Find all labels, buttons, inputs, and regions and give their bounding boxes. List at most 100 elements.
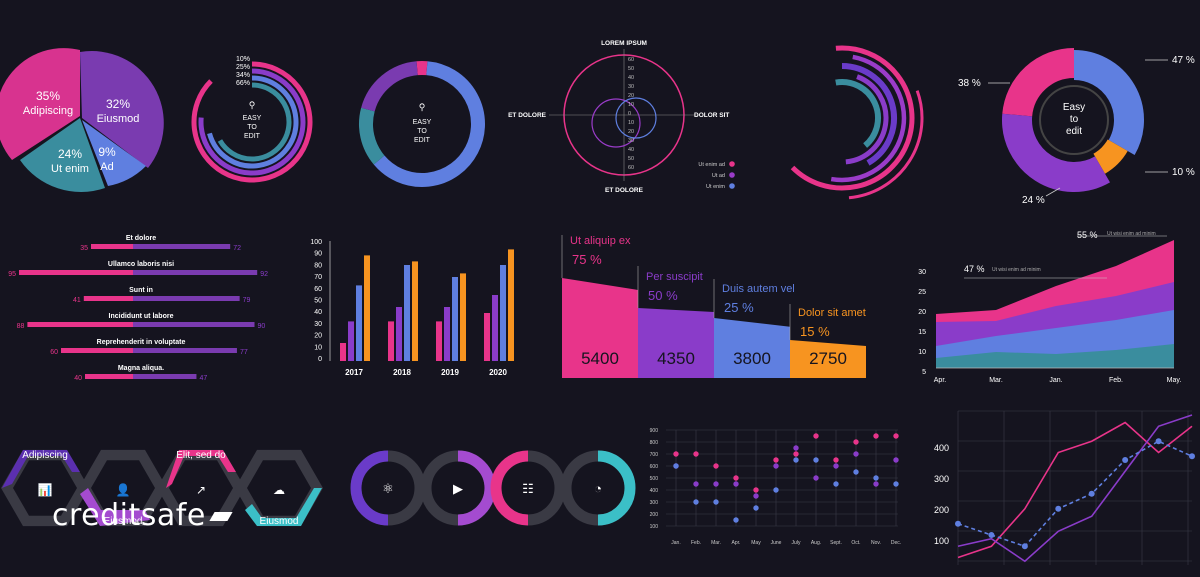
hbar-right [133,244,231,249]
polar-tick: 30 [628,84,634,90]
speedometer-icon: ◔ [594,481,602,496]
stack-annot-pct-1: 55 % [1077,230,1098,240]
stack-annot-text-2: Ut wisi enim ad minim [992,267,1041,273]
donut3-center-text: Easy [1063,102,1085,113]
radial-legend: 66% [236,80,250,87]
hbar-label: Incididunt ut labore [109,313,174,320]
line-point [1021,543,1028,550]
donut3-segment [1002,48,1075,118]
step-value: 5400 [581,349,619,368]
hex-inner [247,460,311,516]
step-title: Ut aliquip ex [570,235,631,247]
vbar-ytick: 40 [314,309,322,316]
hbar-label: Ullamco laboris nisi [108,261,174,268]
polar-tick: 20 [628,129,634,135]
hbar-left [27,322,133,327]
trend-icon: ↗ [196,483,206,497]
pie-label: Ut enim [51,163,89,175]
vbar [500,265,506,361]
hbar-right [133,348,237,353]
stack-ytick: 5 [922,369,926,376]
scatter-xtick: Oct. [851,540,860,546]
line-ytick: 400 [934,443,949,453]
vbar [348,321,354,361]
hbar-right [133,296,240,301]
line-point [988,532,995,538]
scatter-point [713,481,719,487]
donut2-center-text: EDIT [414,137,431,144]
concentric-arc [790,45,915,191]
pie-pct: 35% [36,89,60,103]
scatter-ytick: 200 [650,512,659,518]
scatter-xtick: June [771,540,782,546]
scatter-ytick: 900 [650,428,659,434]
line-point [955,520,961,527]
ring-segment [490,450,529,526]
vbar [484,313,490,361]
radial-arc [217,82,292,162]
line-point [1122,457,1129,463]
polar-tick: 40 [628,75,634,81]
polar-chart: LOREM IPSUM ET DOLORE DOLOR SIT ET DOLORE 60… [508,40,735,194]
play-cycle-icon: ▶ [453,481,463,496]
stack-xtick: Feb. [1109,377,1123,384]
vbar [404,265,410,361]
scatter-point [693,481,699,487]
scatter-point [873,475,879,481]
scatter-xtick: Sept. [830,540,842,546]
hex-band-2 [80,488,150,526]
vbar [460,273,466,361]
scatter-ytick: 500 [650,476,659,482]
scatter-point [753,505,759,511]
vbar [388,321,394,361]
pie-chart-svg: 35% Adipiscing 32% Eiusmod 9% Ad 24% Ut enim [0,48,164,193]
hbar-left [91,244,133,249]
step-value: 4350 [657,349,695,368]
radial-progress-chart: 10%25%34%66% ⚲ EASY TO EDIT [191,56,313,183]
scatter-xtick: Mar. [711,540,721,546]
vbar-ytick: 30 [314,321,322,328]
stacked-area-chart: 30 25 20 15 10 5 Apr. Mar. Jan. Feb. May. 55 % Ut wi… [918,230,1181,384]
donut3-label-b: 24 % [1022,195,1045,206]
scatter-ytick: 100 [650,524,659,530]
polar-tick: 30 [628,138,634,144]
scatter-xtick: Nov. [871,540,881,546]
scatter-point [893,481,899,487]
hbar-right-value: 47 [199,375,207,382]
vbar [452,277,458,361]
concentric-arc [835,79,881,148]
polar-legend-dot [729,172,735,178]
donut3-label-r: 10 % [1172,167,1195,178]
hbar-label: Reprehenderit in voluptate [97,339,186,346]
vbar [444,307,450,361]
vbar [412,261,418,361]
scatter-point [853,451,859,457]
scatter-point [793,457,799,463]
concentric-arc [845,74,889,165]
radial-legend: 25% [236,64,250,71]
scatter-xtick: Jan. [671,540,680,546]
atom-icon: ⚛ [382,481,394,496]
line-chart: 400 300 200 100 [934,410,1195,565]
settings-list-icon: ☷ [522,481,534,496]
vbar [492,295,498,361]
scatter-point [853,439,859,445]
donut2-icon: ⚲ [419,102,426,112]
donut2-segment [361,61,419,112]
hbar-right-value: 90 [258,323,266,330]
step-area [638,308,714,378]
hbar-left-value: 35 [80,245,88,252]
polar-tick: 40 [628,147,634,153]
polar-tick: 50 [628,156,634,162]
donut3-center-text: edit [1066,126,1082,137]
scatter-point [673,451,679,457]
scatter-point [793,445,799,451]
stack-area-layer [936,344,1174,368]
step-area [714,318,790,378]
stack-ytick: 25 [918,289,926,296]
stack-ytick: 20 [918,309,926,316]
hex-label: Elit, sed do [176,450,226,461]
step-title: Duis autem vel [722,283,795,295]
hbar-right [133,374,197,379]
